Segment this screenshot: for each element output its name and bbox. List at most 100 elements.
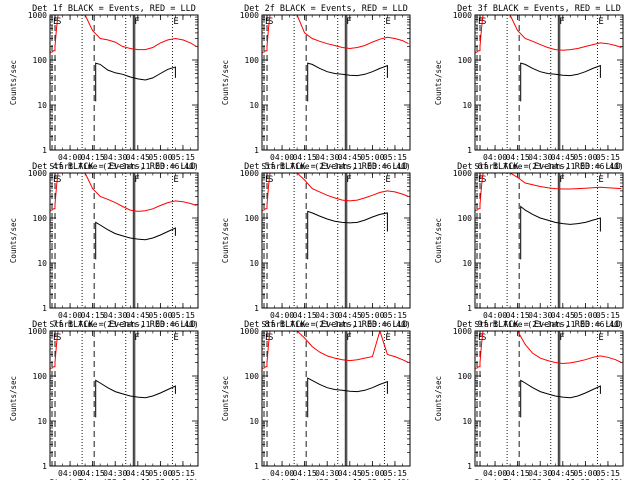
x-axis-label: Start Time (23-Jan-11 03:46:40) [474,478,623,480]
y-tick-label: 1000 [453,11,472,20]
x-tick-label: 05:15 [596,153,620,162]
detector-panel: Det 3f BLACK = Events, RED = LLD 1 10 100 10… [434,4,624,171]
time-marker-label: S [56,17,61,27]
time-marker-label: F [134,17,139,27]
lld-series-line [262,15,409,55]
time-marker-label: S [268,17,273,27]
y-tick-label: 1 [254,304,259,313]
time-marker-label: E [385,17,390,27]
x-tick-label: 04:30 [103,469,127,478]
x-tick-label: 04:00 [58,311,82,320]
x-tick-label: 04:15 [81,469,105,478]
x-axis-label: Start Time (23-Jan-11 03:46:40) [49,320,198,329]
x-tick-label: 05:00 [573,469,597,478]
x-tick-label: 04:00 [270,153,294,162]
time-marker-label: F [346,17,351,27]
detector-panel: Det 9f BLACK = Events, RED = LLD 1 10 100 10… [434,320,624,480]
detector-panel: Det 2f BLACK = Events, RED = LLD 1 10 100 10… [221,4,411,171]
x-tick-label: 05:15 [171,153,195,162]
y-tick-label: 100 [458,214,473,223]
time-marker-label: E [173,175,178,185]
x-tick-label: 05:00 [148,153,172,162]
time-marker-label: S [268,333,273,343]
panel-title: Det 8f BLACK = Events, RED = LLD [244,320,408,330]
events-series-line [95,221,176,260]
x-tick-label: 05:00 [148,311,172,320]
events-series-line [95,379,176,418]
y-axis-label: Counts/sec [9,376,18,421]
events-series-line [307,377,388,418]
detector-panel: Det 1f BLACK = Events, RED = LLD 1 10 100 10… [9,4,199,171]
y-tick-label: 10 [37,259,47,268]
lld-series-line [50,15,197,55]
x-tick-label: 05:15 [171,311,195,320]
y-tick-label: 10 [462,417,472,426]
time-marker-label: E [265,175,270,185]
detector-panel: Det 4f BLACK = Events, RED = LLD 1 10 100 10… [9,162,199,329]
y-tick-label: 1 [42,462,47,471]
x-axis-label: Start Time (23-Jan-11 03:46:40) [49,478,198,480]
x-tick-label: 05:00 [360,469,384,478]
x-tick-label: 04:30 [315,311,339,320]
y-tick-label: 100 [33,372,48,381]
x-tick-label: 04:45 [338,153,362,162]
x-tick-label: 04:30 [103,311,127,320]
events-series-line [307,210,388,260]
y-tick-label: 1 [254,462,259,471]
x-tick-label: 05:15 [596,311,620,320]
lld-series-line [262,173,409,213]
y-axis-label: Counts/sec [9,60,18,105]
x-axis-label: Start Time (23-Jan-11 03:46:40) [261,478,410,480]
y-tick-label: 10 [249,101,259,110]
x-axis-label: Start Time (23-Jan-11 03:46:40) [474,320,623,329]
y-tick-label: 100 [245,214,260,223]
x-tick-label: 04:45 [126,153,150,162]
panel-title: Det 5f BLACK = Events, RED = LLD [244,162,408,172]
time-marker-label: F [346,333,351,343]
x-tick-label: 05:15 [383,153,407,162]
time-marker-label: S [481,333,486,343]
y-tick-label: 10 [462,101,472,110]
time-marker-label: S [481,175,486,185]
y-axis-label: Counts/sec [434,376,443,421]
y-tick-label: 1 [467,304,472,313]
x-tick-label: 05:15 [383,311,407,320]
lld-series-line [50,331,197,371]
x-tick-label: 05:00 [360,153,384,162]
x-tick-label: 04:45 [126,311,150,320]
x-tick-label: 04:45 [551,469,575,478]
time-marker-label: F [134,175,139,185]
x-tick-label: 04:15 [293,469,317,478]
time-marker-label: F [559,333,564,343]
x-tick-label: 04:15 [81,153,105,162]
panel-title: Det 4f BLACK = Events, RED = LLD [32,162,196,172]
detector-panel: Det 7f BLACK = Events, RED = LLD 1 10 100 10… [9,320,199,480]
plot-frame [49,14,199,151]
x-axis-label: Start Time (23-Jan-11 03:46:40) [49,162,198,171]
y-axis-label: Counts/sec [221,60,230,105]
x-tick-label: 04:00 [483,153,507,162]
y-tick-label: 1000 [28,169,47,178]
time-marker-label: E [478,333,483,343]
events-series-line [520,379,601,418]
time-marker-label: E [598,333,603,343]
time-marker-label: E [53,17,58,27]
y-axis-label: Counts/sec [221,376,230,421]
x-tick-label: 04:30 [528,153,552,162]
y-axis-label: Counts/sec [221,218,230,263]
time-marker-label: E [478,17,483,27]
x-tick-label: 05:00 [148,469,172,478]
y-tick-label: 1000 [240,327,259,336]
time-marker-label: E [385,175,390,185]
x-tick-label: 05:00 [573,153,597,162]
time-marker-label: F [346,175,351,185]
y-axis-label: Counts/sec [9,218,18,263]
y-tick-label: 100 [245,372,260,381]
events-series-line [520,205,601,260]
x-tick-label: 04:15 [293,311,317,320]
x-tick-label: 04:15 [506,311,530,320]
x-tick-label: 04:30 [103,153,127,162]
panel-title: Det 7f BLACK = Events, RED = LLD [32,320,196,330]
x-tick-label: 04:00 [58,469,82,478]
